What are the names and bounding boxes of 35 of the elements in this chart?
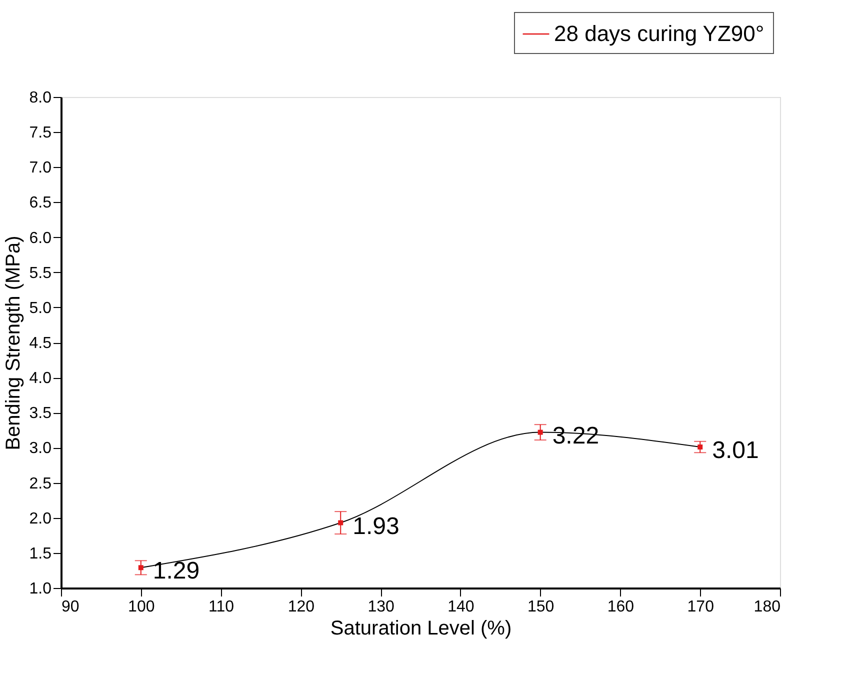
point	[538, 430, 543, 435]
x-tick-label: 130	[368, 598, 394, 616]
y-tick-label: 2.0	[29, 510, 52, 528]
x-axis-title: Saturation Level (%)	[330, 618, 512, 640]
y-tick-label: 2.5	[29, 475, 52, 492]
x-tick-label: 140	[448, 598, 474, 616]
y-axis-title: Bending Strength (MPa)	[2, 236, 24, 450]
x-tick-label: 150	[527, 598, 554, 616]
x-tick-label: 180	[754, 598, 781, 616]
x-tick-label: 110	[208, 598, 234, 616]
x-tick-label: 160	[607, 598, 634, 616]
y-tick-label: 6.5	[29, 194, 52, 212]
legend-label: 28 days curing YZ90°	[554, 21, 764, 46]
x-tick-label: 170	[687, 598, 714, 616]
y-tick-label: 7.0	[29, 160, 52, 177]
y-tick-label: 3.0	[29, 440, 52, 458]
y-tick-label: 3.5	[29, 405, 52, 422]
y-tick-label: 5.5	[29, 264, 52, 282]
point	[138, 565, 144, 570]
y-tick-label: 1.5	[29, 545, 52, 562]
y-tick-label: 8.0	[29, 90, 52, 106]
x-tick-label: 120	[288, 598, 315, 616]
data-label: 1.29	[152, 558, 200, 585]
x-tick-label: 90	[62, 598, 80, 616]
x-tick-label: 100	[128, 598, 155, 616]
y-tick-label: 7.5	[29, 124, 52, 142]
y-tick-label: 5.0	[29, 300, 52, 317]
y-tick-label: 4.0	[29, 370, 52, 388]
data-label: 3.01	[712, 437, 759, 464]
point	[338, 520, 344, 526]
point	[698, 444, 703, 450]
y-tick-label: 1.0	[29, 580, 52, 598]
data-label: 1.93	[352, 512, 400, 540]
y-tick-label: 4.5	[29, 335, 52, 352]
y-tick-label: 6.0	[29, 230, 52, 247]
